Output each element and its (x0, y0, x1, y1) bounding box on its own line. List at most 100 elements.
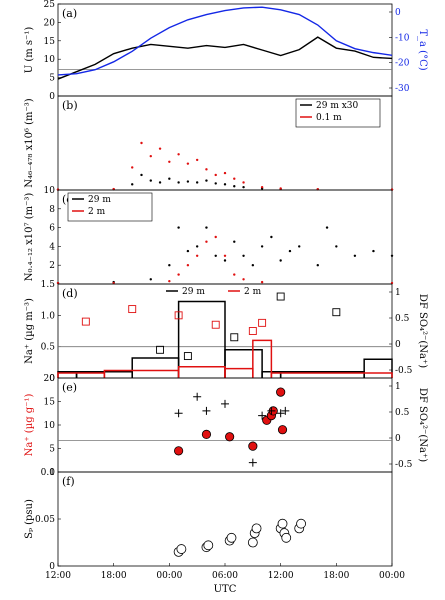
data-point (168, 160, 171, 163)
y-tick-label: 5 (49, 445, 55, 455)
y-tick-label: 0 (49, 374, 55, 384)
data-point (325, 226, 329, 229)
legend-label: 2 m (88, 207, 106, 217)
data-point (247, 537, 258, 548)
data-point (168, 177, 171, 180)
y-tick-label: 0 (49, 562, 55, 572)
marker (183, 352, 192, 361)
y2-tick-label: 0.5 (395, 314, 410, 324)
y2-tick-label: -10 (395, 33, 410, 43)
data-point (149, 278, 152, 281)
panel-tag: (e) (62, 381, 77, 394)
data-point (193, 392, 202, 401)
y-tick-label: 25 (44, 0, 56, 10)
y-tick-label: 1.5 (41, 280, 56, 290)
data-point (258, 411, 267, 420)
y2-tick-label: -20 (395, 59, 410, 69)
bar-step (177, 365, 226, 378)
data-point (279, 259, 282, 262)
data-point (223, 259, 227, 262)
data-point (158, 181, 162, 184)
y2-tick-label: -0.5 (395, 460, 413, 470)
bar-step (131, 357, 180, 378)
data-point (186, 249, 190, 253)
data-point (195, 158, 199, 162)
data-point (186, 180, 190, 183)
data-point (140, 141, 143, 145)
data-point (270, 235, 273, 239)
y-tick-label: 6 (49, 224, 55, 234)
marker (81, 317, 90, 326)
legend-label: 2 m (244, 287, 262, 297)
bar-step (224, 367, 254, 378)
marker (276, 292, 285, 301)
y2-tick-label: 0.5 (395, 408, 410, 418)
data-point (205, 240, 208, 243)
data-point (277, 425, 288, 435)
data-point (203, 540, 214, 551)
marker (156, 345, 165, 354)
data-point (296, 518, 306, 529)
panel-tag: (a) (62, 7, 77, 20)
bar-step (363, 358, 393, 378)
series-line (57, 6, 393, 76)
y2-tick-label: 0 (395, 8, 401, 18)
data-point (288, 249, 292, 253)
data-point (248, 441, 258, 451)
data-point (248, 458, 257, 467)
data-point (214, 254, 217, 257)
y-axis-label: N₀.₄₋₁₂ x10⁷ (m⁻³) (24, 193, 35, 282)
y-axis-label: Na⁺ (µg g⁻¹) (24, 394, 35, 457)
x-tick-label: 18:00 (323, 571, 349, 581)
legend-box (67, 192, 153, 222)
data-point (223, 171, 227, 175)
y-tick-label: 15 (44, 398, 56, 408)
x-tick-label: 00:00 (379, 571, 405, 581)
data-point (260, 185, 264, 189)
data-point (186, 162, 190, 165)
data-point (131, 183, 134, 186)
marker (211, 320, 220, 329)
marker (258, 318, 267, 327)
y-axis-label: Sₚ (psu) (24, 499, 35, 539)
y2-axis-label: T_a (°C) (417, 29, 428, 70)
y2-tick-label: 1 (395, 288, 401, 298)
bar-step (177, 300, 226, 378)
bar-step (270, 372, 393, 378)
y-tick-label: 0 (49, 468, 55, 478)
x-tick-label: 18:00 (101, 571, 127, 581)
data-point (195, 245, 199, 248)
y-tick-label: 4 (49, 242, 55, 252)
y-tick-label: 0 (49, 92, 55, 102)
data-point (177, 181, 180, 184)
y2-tick-label: -30 (395, 84, 410, 94)
y-tick-label: 0.05 (35, 515, 55, 525)
data-point (177, 273, 180, 276)
y-tick-label: 20 (44, 18, 56, 28)
data-point (298, 245, 301, 248)
panel-tag: (f) (62, 475, 75, 488)
data-point (242, 278, 245, 281)
data-point (140, 173, 143, 177)
data-point (149, 154, 152, 158)
data-point (214, 235, 217, 239)
data-point (223, 254, 227, 257)
bar-step (224, 349, 263, 378)
x-tick-label: 12:00 (45, 571, 71, 581)
data-point (260, 245, 264, 248)
data-point (205, 179, 208, 182)
data-point (277, 518, 288, 529)
legend-label: 0.1 m (316, 113, 342, 123)
data-point (251, 264, 255, 267)
data-point (276, 387, 286, 397)
y-tick-label: 0.1 (41, 468, 55, 478)
marker (230, 333, 239, 342)
data-point (353, 254, 357, 257)
data-point (390, 254, 394, 257)
data-point (214, 182, 217, 185)
data-point (195, 254, 199, 257)
data-point (214, 173, 217, 177)
data-point (223, 183, 227, 186)
data-point (281, 406, 290, 415)
